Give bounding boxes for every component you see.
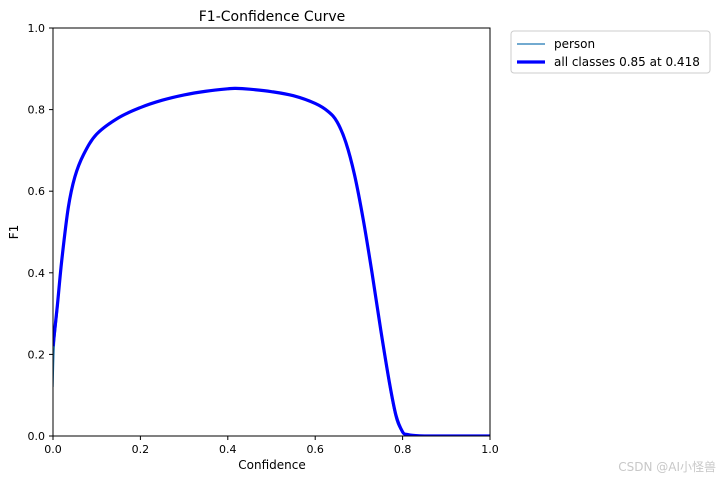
x-axis-label: Confidence	[238, 458, 305, 472]
x-tick-label: 0.2	[132, 443, 150, 456]
y-tick-label: 0.0	[28, 430, 46, 443]
plot-frame	[52, 27, 491, 437]
y-tick-label: 0.2	[28, 348, 46, 361]
x-tick-label: 0.8	[394, 443, 412, 456]
x-tick-label: 0.6	[306, 443, 324, 456]
y-tick-label: 1.0	[28, 22, 46, 35]
y-tick-label: 0.8	[28, 104, 46, 117]
y-tick-label: 0.4	[28, 267, 46, 280]
x-tick-label: 1.0	[481, 443, 499, 456]
legend-box	[510, 30, 711, 74]
y-axis-label: F1	[7, 225, 21, 240]
legend: person all classes 0.85 at 0.418	[510, 30, 711, 74]
y-axis-ticks: 0.0 0.2 0.4 0.6 0.8 1.0	[28, 22, 53, 443]
plot-area	[52, 27, 491, 437]
series-line-all-classes	[53, 86, 490, 436]
y-tick-label: 0.6	[28, 185, 46, 198]
x-axis-ticks: 0.0 0.2 0.4 0.6 0.8 1.0	[44, 436, 499, 456]
chart-title: F1-Confidence Curve	[199, 9, 345, 25]
legend-label-all-classes: all classes 0.85 at 0.418	[554, 55, 700, 69]
watermark-text: CSDN @AI小怪兽	[618, 460, 716, 474]
legend-label-person: person	[554, 37, 595, 51]
series-layer	[53, 86, 490, 436]
x-tick-label: 0.4	[219, 443, 237, 456]
series-line-person	[53, 87, 490, 436]
x-tick-label: 0.0	[44, 443, 62, 456]
